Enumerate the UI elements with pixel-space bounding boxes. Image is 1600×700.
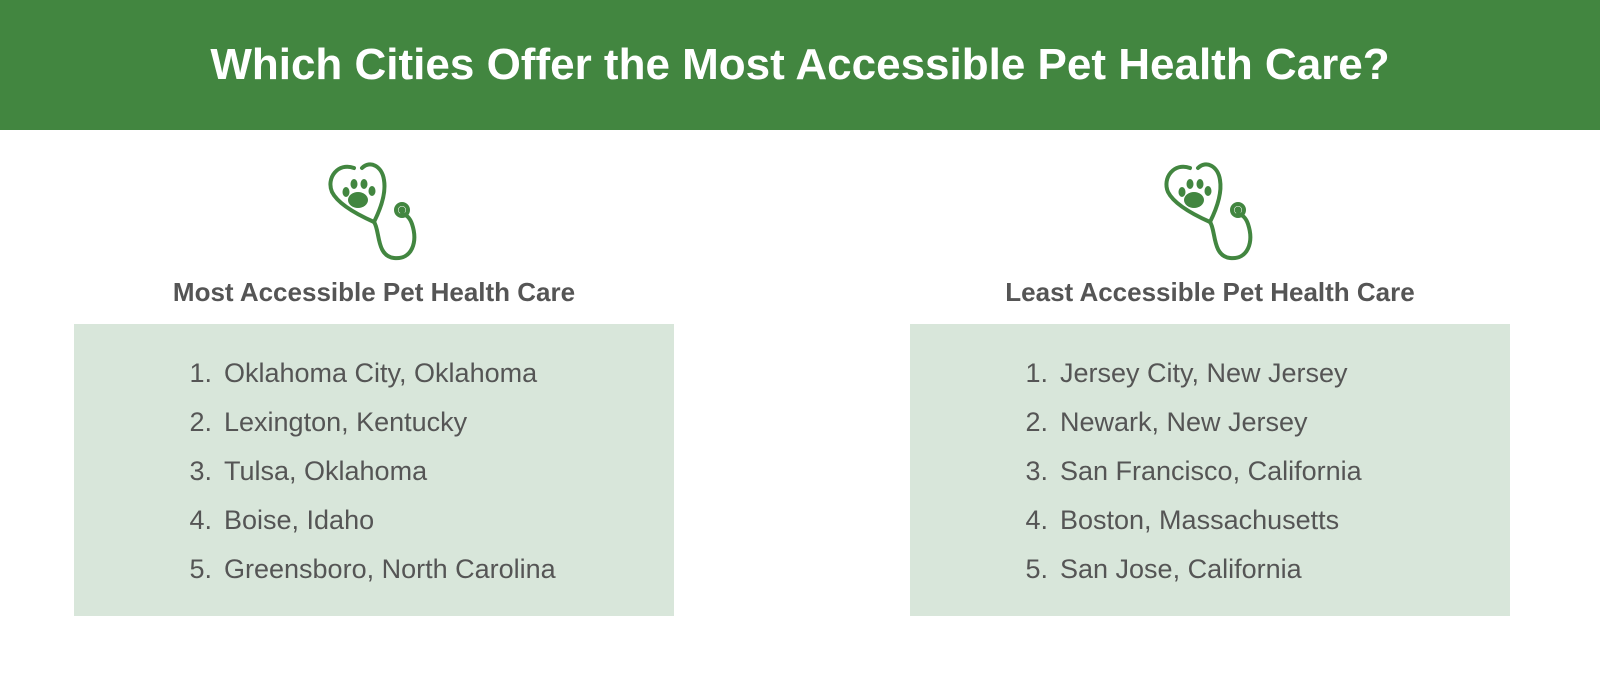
city: Jersey City, New Jersey: [1060, 358, 1348, 388]
panel: Most Accessible Pet Health Care 1. Oklahom…: [74, 158, 674, 616]
list-item: 5. Greensboro, North Carolina: [74, 550, 674, 599]
rank: 1.: [189, 358, 212, 388]
title: Which Cities Offer the Most Accessible P…: [210, 40, 1390, 89]
rank: 4.: [189, 505, 212, 535]
city: Boise, Idaho: [224, 505, 375, 535]
list-item: 3. Tulsa, Oklahoma: [74, 452, 674, 501]
list-item: 1. Oklahoma City, Oklahoma: [74, 354, 674, 403]
rank: 5.: [189, 554, 212, 584]
rank: 3.: [189, 456, 212, 486]
city: San Francisco, California: [1060, 456, 1362, 486]
list-item: 1. Jersey City, New Jersey: [910, 354, 1510, 403]
list-item: 5. San Jose, California: [910, 550, 1510, 599]
stethoscope-paw-icon: [328, 162, 417, 261]
rank: 1.: [1025, 358, 1048, 388]
city-list: 1. Jersey City, New Jersey 2. Newark, New J…: [910, 324, 1510, 616]
list-item: 2. Lexington, Kentucky: [74, 403, 674, 452]
list-item: 4. Boise, Idaho: [74, 501, 674, 550]
rank: 2.: [189, 407, 212, 437]
panel-heading: Most Accessible Pet Health Care: [172, 277, 576, 307]
city: Newark, New Jersey: [1060, 407, 1308, 437]
list-item: 4. Boston, Massachusetts: [910, 501, 1510, 550]
city: San Jose, California: [1060, 554, 1302, 584]
city: Oklahoma City, Oklahoma: [224, 358, 538, 388]
rank: 4.: [1025, 505, 1048, 535]
city: Boston, Massachusetts: [1060, 505, 1340, 535]
rank: 5.: [1025, 554, 1048, 584]
list-item: 3. San Francisco, California: [910, 452, 1510, 501]
city: Lexington, Kentucky: [224, 407, 468, 437]
stethoscope-paw-icon: [1164, 162, 1253, 261]
rank: 3.: [1025, 456, 1048, 486]
list-item: 2. Newark, New Jersey: [910, 403, 1510, 452]
city-list: 1. Oklahoma City, Oklahoma 2. Lexington, Ke…: [74, 324, 674, 616]
panel: Least Accessible Pet Health Care 1. Jersey…: [910, 158, 1510, 616]
city: Tulsa, Oklahoma: [224, 456, 428, 486]
rank: 2.: [1025, 407, 1048, 437]
header-bar: Which Cities Offer the Most Accessible P…: [0, 0, 1600, 130]
city: Greensboro, North Carolina: [224, 554, 556, 584]
panel-heading: Least Accessible Pet Health Care: [1005, 277, 1415, 307]
